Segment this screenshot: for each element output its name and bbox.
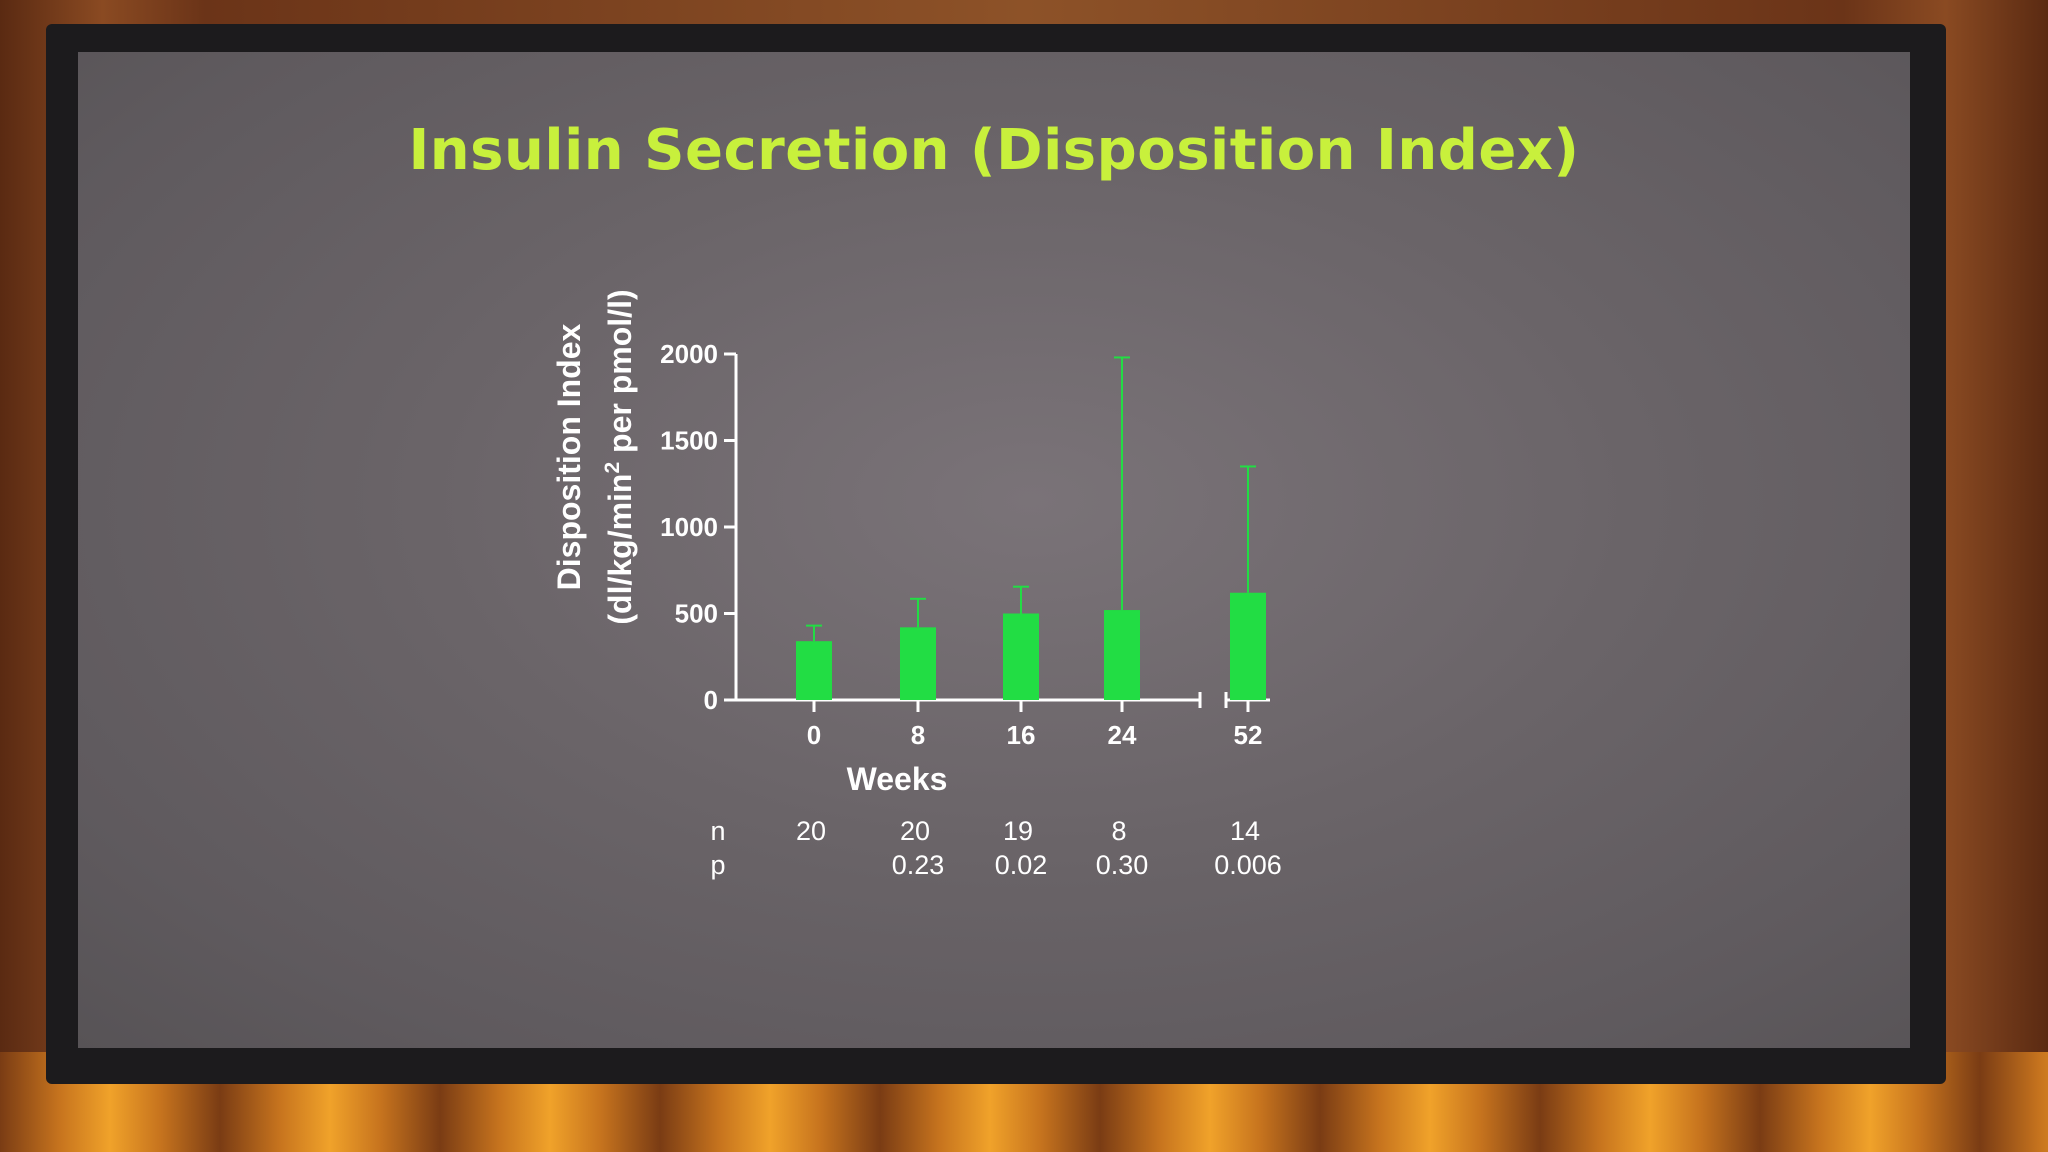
y-tick-label: 1000 [660, 512, 718, 542]
bar [1230, 592, 1266, 700]
bar [1104, 610, 1140, 700]
p-row-label: p [710, 850, 725, 880]
x-tick-label: 52 [1234, 720, 1263, 750]
y-axis-title-line1: Disposition Index [551, 323, 587, 590]
n-value: 19 [1003, 816, 1033, 846]
n-value: 20 [796, 816, 826, 846]
y-axis-title-line2: (dl/kg/min2 per pmol/l) [601, 289, 638, 624]
slide-title: Insulin Secretion (Disposition Index) [408, 118, 1580, 183]
y-tick-label: 1500 [660, 426, 718, 456]
projection-screen: Insulin Secretion (Disposition Index) Di… [78, 52, 1910, 1048]
n-value: 8 [1111, 816, 1126, 846]
x-tick-label: 0 [807, 720, 821, 750]
y-axis-title-unit-rest: per pmol/l) [602, 289, 638, 461]
x-axis-ticks: 0 8 16 24 52 [807, 700, 1263, 750]
bars [796, 356, 1266, 700]
y-axis-title-unit: (dl/kg/min [602, 474, 638, 625]
bar [796, 641, 832, 700]
bar-chart: Disposition Index (dl/kg/min2 per pmol/l… [551, 289, 1282, 880]
y-axis-title: Disposition Index (dl/kg/min2 per pmol/l… [551, 289, 638, 624]
bar [900, 627, 936, 700]
y-axis-ticks: 0 500 1000 1500 2000 [660, 339, 736, 715]
n-value: 20 [900, 816, 930, 846]
x-tick-label: 24 [1108, 720, 1137, 750]
y-tick-label: 0 [704, 685, 718, 715]
y-tick-label: 500 [675, 599, 718, 629]
x-tick-label: 8 [911, 720, 925, 750]
y-axis-title-superscript: 2 [601, 462, 624, 474]
p-value: 0.02 [995, 850, 1048, 880]
x-axis-title: Weeks [847, 761, 948, 797]
p-value: 0.30 [1096, 850, 1149, 880]
stats-table: n p 20 20 19 8 14 0.23 0.02 0.30 0.006 [710, 816, 1281, 880]
bar [1003, 613, 1039, 700]
x-tick-label: 16 [1007, 720, 1036, 750]
n-value: 14 [1230, 816, 1260, 846]
y-tick-label: 2000 [660, 339, 718, 369]
p-value: 0.23 [892, 850, 945, 880]
n-row-label: n [710, 816, 725, 846]
p-value: 0.006 [1214, 850, 1282, 880]
